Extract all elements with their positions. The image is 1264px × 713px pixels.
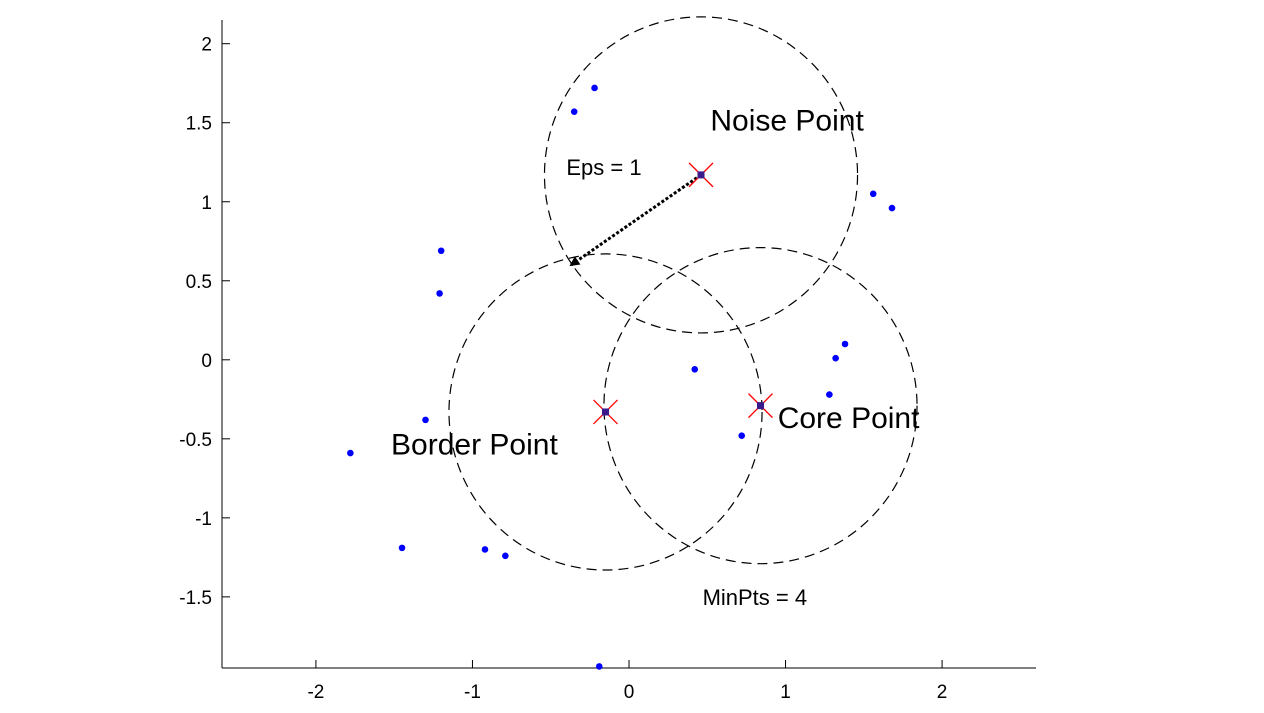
x-tick-label: -2: [307, 682, 324, 703]
highlight-center: [756, 402, 764, 410]
eps-arrow-layer: [569, 173, 702, 267]
data-point: [437, 247, 445, 255]
data-point: [570, 108, 578, 115]
border-point-label: Border Point: [391, 429, 558, 462]
eps-circle: [448, 253, 763, 571]
data-point: [738, 432, 746, 439]
data-point: [422, 416, 429, 424]
annotations: Noise Point Border Point Core Point Eps …: [391, 105, 920, 610]
data-point: [832, 354, 839, 362]
y-tick-label: -0.5: [179, 430, 212, 451]
highlight-marker: [748, 393, 773, 419]
data-point: [869, 190, 877, 198]
data-point: [841, 340, 849, 348]
y-tick-label: 1: [201, 193, 212, 214]
y-tick-label: -1.5: [179, 588, 212, 609]
y-tick-label: 0: [201, 351, 212, 372]
data-point: [347, 449, 354, 457]
eps-label: Eps = 1: [566, 155, 641, 180]
data-point: [481, 546, 489, 553]
highlight-center: [697, 171, 705, 179]
axes: -2 -1 0 1 2 2 1.5 1 0.5 0 -0.5 -1 -1.5: [179, 20, 1036, 703]
x-tick-label: 0: [624, 682, 635, 703]
eps-circles: [448, 16, 918, 571]
y-tick-label: -1: [195, 509, 212, 530]
x-tick-label: 1: [780, 682, 791, 703]
noise-point-label: Noise Point: [710, 105, 864, 138]
y-tick-label: 1.5: [186, 114, 212, 135]
y-tick-label: 2: [201, 35, 212, 56]
data-point: [595, 663, 603, 670]
x-tick-label: 2: [937, 682, 948, 703]
highlight-center: [602, 408, 610, 416]
eps-arrow: [569, 173, 702, 267]
x-tick-label: -1: [464, 682, 481, 703]
minpts-label: MinPts = 4: [703, 585, 808, 610]
data-point: [826, 391, 833, 398]
data-point: [398, 544, 406, 552]
core-point-label: Core Point: [778, 402, 920, 435]
data-point: [436, 290, 443, 297]
highlight-marker: [593, 399, 618, 425]
highlight-marker: [688, 162, 714, 188]
data-point: [691, 365, 699, 373]
y-tick-label: 0.5: [186, 272, 212, 293]
data-point: [888, 204, 896, 212]
eps-circle: [603, 246, 918, 565]
eps-circle: [543, 16, 859, 334]
highlighted-points: [593, 162, 773, 425]
data-point: [502, 552, 509, 560]
data-point: [591, 84, 598, 92]
